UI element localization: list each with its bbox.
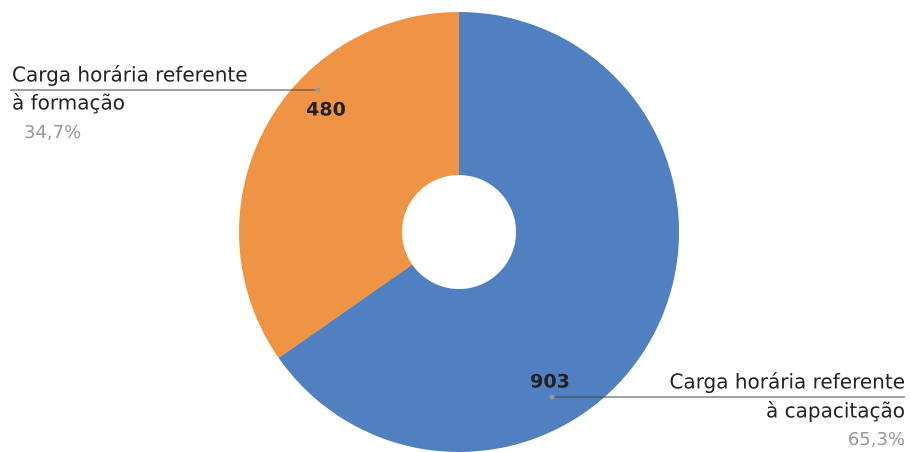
category-label: Carga horária referente <box>12 63 248 87</box>
category-label: Carga horária referente <box>669 370 905 394</box>
donut-slice <box>278 12 679 452</box>
category-label: à formação <box>12 91 125 115</box>
category-label: à capacitação <box>766 399 905 423</box>
value-label: 903 <box>530 371 570 393</box>
percentage-label: 34,7% <box>24 122 81 143</box>
leader-dot <box>549 394 555 400</box>
percentage-label: 65,3% <box>848 429 905 450</box>
leader-dot <box>315 87 321 93</box>
donut-slice <box>238 12 459 359</box>
value-label: 480 <box>306 99 346 121</box>
